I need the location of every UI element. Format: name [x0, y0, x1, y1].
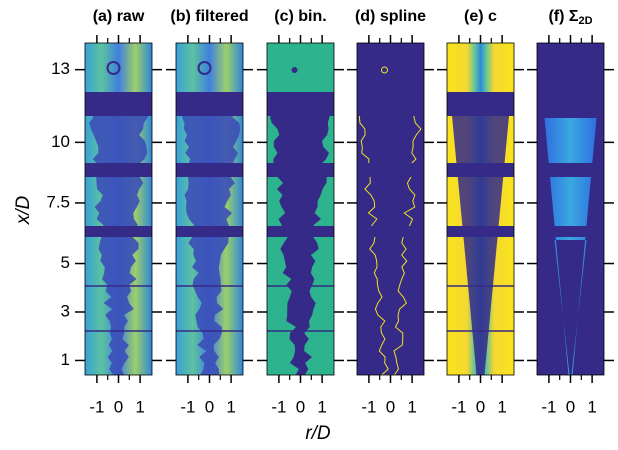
gap: [267, 226, 334, 237]
y-tick-label: 10: [51, 132, 70, 151]
panel-image: [267, 43, 334, 375]
panel-image: [85, 43, 152, 375]
gap: [447, 92, 514, 116]
x-tick-label: 1: [317, 397, 326, 416]
x-tick-label: 0: [566, 397, 575, 416]
gap: [176, 226, 243, 237]
y-tick-label: 3: [61, 301, 70, 320]
panel-title: (e) c: [464, 8, 497, 25]
y-tick-label: 7.5: [46, 192, 70, 211]
panel-title: (b) filtered: [170, 8, 248, 25]
x-tick-label: 0: [476, 397, 485, 416]
gap: [537, 163, 604, 177]
x-tick-label: 0: [114, 397, 123, 416]
y-axis-label: x/D: [13, 195, 34, 225]
x-axis-label: r/D: [305, 423, 331, 444]
x-tick-label: -1: [271, 397, 286, 416]
gap: [176, 163, 243, 177]
x-tick-label: 1: [135, 397, 144, 416]
panel-image: [447, 43, 514, 375]
panel-title: (a) raw: [93, 8, 145, 25]
gap: [447, 226, 514, 237]
x-tick-label: 1: [587, 397, 596, 416]
y-tick-label: 13: [51, 59, 70, 78]
x-tick-label: 0: [386, 397, 395, 416]
y-tick-label: 1: [61, 350, 70, 369]
x-tick-label: -1: [541, 397, 556, 416]
x-tick-label: 1: [407, 397, 416, 416]
panel-title: (d) spline: [355, 8, 426, 25]
x-tick-label: -1: [89, 397, 104, 416]
gap: [267, 163, 334, 177]
gap: [357, 226, 424, 237]
blob: [292, 67, 298, 73]
panel-image: [357, 43, 424, 375]
panel-image: [176, 43, 243, 375]
x-tick-label: -1: [361, 397, 376, 416]
panel-title-sub: 2D: [578, 15, 592, 27]
panel-title: (c) bin.: [274, 8, 326, 25]
x-tick-label: -1: [180, 397, 195, 416]
y-tick-label: 5: [61, 253, 70, 272]
gap: [267, 92, 334, 116]
x-tick-label: 1: [226, 397, 235, 416]
gap: [357, 163, 424, 177]
gap: [176, 92, 243, 116]
gap: [85, 92, 152, 116]
panel-title: (f) Σ2D: [548, 8, 592, 27]
gap: [357, 92, 424, 116]
gap: [537, 226, 604, 237]
figure: x/D r/D (a) raw-101(b) filtered-101(c) b…: [0, 0, 618, 450]
x-tick-label: -1: [451, 397, 466, 416]
gap: [537, 92, 604, 116]
x-tick-label: 1: [497, 397, 506, 416]
gap: [85, 226, 152, 237]
gap: [447, 163, 514, 177]
x-tick-label: 0: [205, 397, 214, 416]
x-tick-label: 0: [296, 397, 305, 416]
gap: [85, 163, 152, 177]
panel-image: [537, 43, 604, 375]
